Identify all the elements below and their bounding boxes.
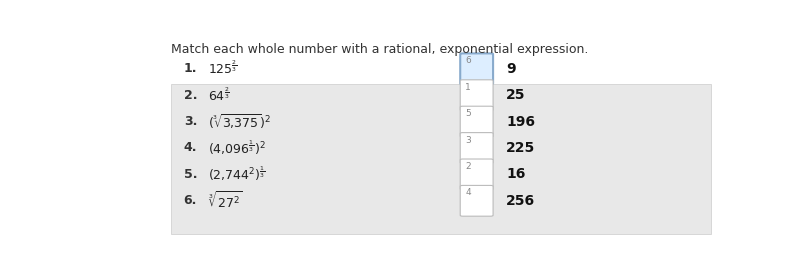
FancyBboxPatch shape [460, 185, 493, 216]
FancyBboxPatch shape [460, 53, 493, 84]
Text: $64^{\frac{2}{3}}$: $64^{\frac{2}{3}}$ [209, 87, 230, 104]
FancyBboxPatch shape [460, 133, 493, 163]
Text: 5: 5 [465, 109, 471, 118]
Text: $(\sqrt[3]{3{,}375})^{2}$: $(\sqrt[3]{3{,}375})^{2}$ [209, 112, 271, 131]
Text: 3.: 3. [184, 115, 197, 128]
Text: 196: 196 [506, 114, 535, 129]
FancyBboxPatch shape [460, 80, 493, 111]
Text: 4: 4 [465, 188, 471, 197]
Text: $(2{,}744^{2})^{\frac{1}{3}}$: $(2{,}744^{2})^{\frac{1}{3}}$ [209, 165, 266, 184]
Text: $\sqrt[3]{27^{2}}$: $\sqrt[3]{27^{2}}$ [209, 190, 243, 211]
Text: 1: 1 [465, 83, 471, 92]
Text: 5.: 5. [184, 168, 197, 181]
Text: 2.: 2. [184, 89, 197, 102]
Text: 1.: 1. [184, 62, 197, 75]
Text: 6.: 6. [184, 194, 197, 207]
Text: 16: 16 [506, 167, 526, 181]
Text: 6: 6 [465, 56, 471, 65]
FancyBboxPatch shape [460, 106, 493, 137]
Text: 256: 256 [506, 194, 535, 208]
Text: $125^{\frac{2}{3}}$: $125^{\frac{2}{3}}$ [209, 60, 238, 77]
Text: 2: 2 [465, 162, 471, 171]
FancyBboxPatch shape [460, 159, 493, 190]
Text: 9: 9 [506, 62, 516, 76]
Text: 3: 3 [465, 136, 471, 144]
Text: Match each whole number with a rational, exponential expression.: Match each whole number with a rational,… [171, 43, 589, 56]
Text: 4.: 4. [184, 141, 197, 154]
Text: 25: 25 [506, 88, 526, 102]
Bar [171, 84, 710, 234]
Text: 225: 225 [506, 141, 535, 155]
Text: $(4{,}096^{\frac{1}{3}})^{2}$: $(4{,}096^{\frac{1}{3}})^{2}$ [209, 139, 266, 157]
